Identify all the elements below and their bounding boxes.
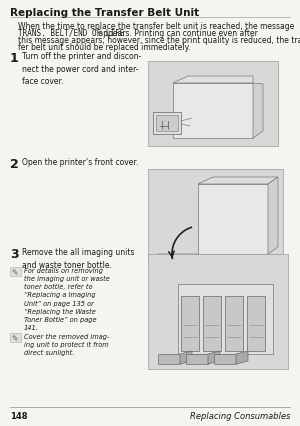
- Text: When the time to replace the transfer belt unit is reached, the message: When the time to replace the transfer be…: [18, 22, 294, 31]
- Polygon shape: [236, 351, 248, 364]
- Text: Open the printer’s front cover.: Open the printer’s front cover.: [22, 158, 138, 167]
- Text: Replacing Consumables: Replacing Consumables: [190, 411, 290, 420]
- Text: this message appears; however, since the print quality is reduced, the trans-: this message appears; however, since the…: [18, 36, 300, 45]
- Bar: [173, 84, 253, 139]
- Bar: [203, 296, 221, 351]
- Text: appears. Printing can continue even after: appears. Printing can continue even afte…: [96, 29, 258, 38]
- Polygon shape: [198, 178, 278, 184]
- Bar: [225, 296, 243, 351]
- Text: Turn off the printer and discon-
nect the power cord and inter-
face cover.: Turn off the printer and discon- nect th…: [22, 52, 141, 86]
- Polygon shape: [253, 84, 263, 139]
- Polygon shape: [180, 351, 192, 364]
- Bar: [148, 62, 278, 147]
- Text: Remove the all imaging units
and waste toner bottle.: Remove the all imaging units and waste t…: [22, 248, 134, 269]
- Polygon shape: [153, 254, 198, 265]
- Text: Replacing the Transfer Belt Unit: Replacing the Transfer Belt Unit: [10, 8, 199, 18]
- Text: fer belt unit should be replaced immediately.: fer belt unit should be replaced immedia…: [18, 43, 190, 52]
- Text: 148: 148: [10, 411, 28, 420]
- Bar: [10, 268, 21, 276]
- Polygon shape: [268, 178, 278, 254]
- Bar: [198, 184, 268, 254]
- Bar: [148, 170, 283, 259]
- Text: Cover the removed imag-
ing unit to protect it from
direct sunlight.: Cover the removed imag- ing unit to prot…: [24, 333, 109, 356]
- Bar: [153, 113, 181, 135]
- Text: 2: 2: [10, 158, 19, 170]
- Bar: [10, 333, 21, 342]
- Bar: [186, 354, 208, 364]
- Bar: [214, 354, 236, 364]
- Bar: [156, 116, 178, 132]
- Polygon shape: [208, 351, 220, 364]
- Polygon shape: [173, 77, 253, 84]
- Text: 1: 1: [10, 52, 19, 65]
- Bar: [158, 354, 180, 364]
- Text: ✎: ✎: [11, 334, 18, 343]
- Bar: [181, 296, 199, 351]
- Text: For details on removing
the imaging unit or waste
toner bottle, refer to
“Replac: For details on removing the imaging unit…: [24, 268, 110, 330]
- Text: TRANS. BELT/END OF LIFE: TRANS. BELT/END OF LIFE: [18, 29, 124, 38]
- Bar: [247, 296, 265, 351]
- Text: 3: 3: [10, 248, 19, 260]
- Bar: [178, 284, 273, 354]
- Bar: [148, 254, 288, 369]
- Text: ✎: ✎: [11, 268, 18, 277]
